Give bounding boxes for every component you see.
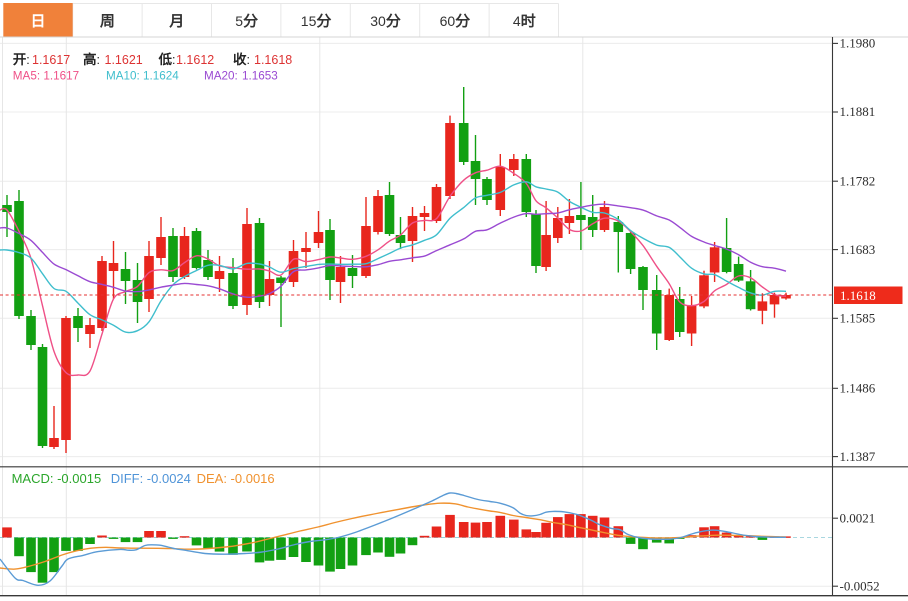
svg-text:1.1881: 1.1881 (840, 104, 876, 119)
svg-text:DEA: -0.0016: DEA: -0.0016 (197, 471, 275, 486)
svg-text:DIFF: -0.0024: DIFF: -0.0024 (111, 471, 191, 486)
svg-text:1.1683: 1.1683 (840, 242, 876, 257)
svg-text:60: 60 (440, 13, 456, 29)
svg-text::: : (247, 53, 250, 67)
svg-text::: : (97, 53, 100, 67)
svg-text:1.1653: 1.1653 (242, 70, 278, 83)
svg-text:1.1618: 1.1618 (840, 288, 876, 303)
svg-text:15: 15 (301, 13, 317, 29)
svg-text:1.1585: 1.1585 (840, 311, 876, 326)
svg-text:1.1624: 1.1624 (143, 70, 179, 83)
svg-text:1.1612: 1.1612 (176, 53, 214, 67)
svg-text::: : (172, 53, 175, 67)
svg-text:30: 30 (370, 13, 386, 29)
svg-text:1.1980: 1.1980 (840, 36, 876, 51)
svg-text:1.1617: 1.1617 (32, 53, 70, 67)
svg-text:MA5:: MA5: (13, 70, 40, 83)
svg-text:1.1617: 1.1617 (43, 70, 79, 83)
svg-text:1.1618: 1.1618 (254, 53, 292, 67)
svg-text:1.1387: 1.1387 (840, 449, 876, 464)
svg-text:1.1782: 1.1782 (840, 173, 876, 188)
svg-text:4: 4 (513, 13, 521, 29)
svg-text:MA10:: MA10: (106, 70, 140, 83)
svg-text:5: 5 (235, 13, 243, 29)
svg-text:1.1486: 1.1486 (840, 381, 876, 396)
svg-text:0.0021: 0.0021 (840, 510, 876, 525)
svg-text::: : (26, 53, 29, 67)
svg-text:1.1621: 1.1621 (105, 53, 143, 67)
svg-text:-0.0052: -0.0052 (840, 578, 880, 593)
svg-text:MACD: -0.0015: MACD: -0.0015 (12, 471, 102, 486)
svg-text:MA20:: MA20: (204, 70, 238, 83)
